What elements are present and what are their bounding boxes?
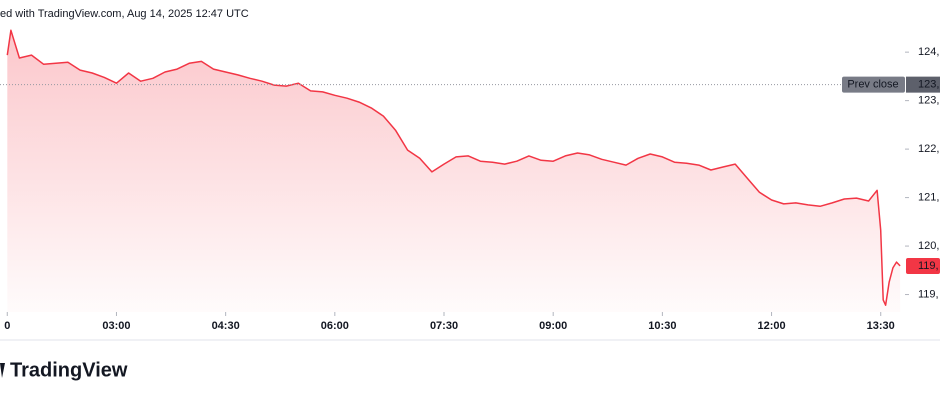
- x-tick-label: 10:30: [648, 320, 676, 332]
- price-line: [6, 29, 901, 306]
- x-tick-label: 09:00: [539, 320, 567, 332]
- x-tick-label: 07:30: [430, 320, 458, 332]
- y-tick-label: 122,: [918, 143, 939, 155]
- last-price-box: [906, 257, 940, 274]
- y-tick-label: 123,: [918, 95, 939, 107]
- x-tick-label: 13:30: [867, 320, 895, 332]
- header: ed with TradingView.com, Aug 14, 2025 12…: [0, 8, 249, 20]
- logo-icon: [0, 363, 5, 378]
- y-tick-label: 124,: [918, 46, 939, 58]
- y-tick-label: 121,: [918, 191, 939, 203]
- x-tick-label: 06:00: [321, 320, 349, 332]
- y-tick-label: 120,: [918, 240, 939, 252]
- prev-close-value-box: [906, 76, 940, 93]
- y-tick-label: 119,: [918, 288, 939, 300]
- prev-close-tag: [842, 76, 905, 93]
- x-tick-label: 0: [4, 320, 10, 332]
- x-tick-label: 03:00: [102, 320, 130, 332]
- prev-close-value: 123,: [918, 79, 939, 91]
- x-tick-label: 04:30: [212, 320, 240, 332]
- prev-close-name: Prev close: [847, 79, 898, 91]
- brand: TradingView: [10, 359, 128, 381]
- last-price-value: 119,: [918, 260, 939, 272]
- area-fill: [7, 30, 901, 313]
- x-tick-label: 12:00: [757, 320, 785, 332]
